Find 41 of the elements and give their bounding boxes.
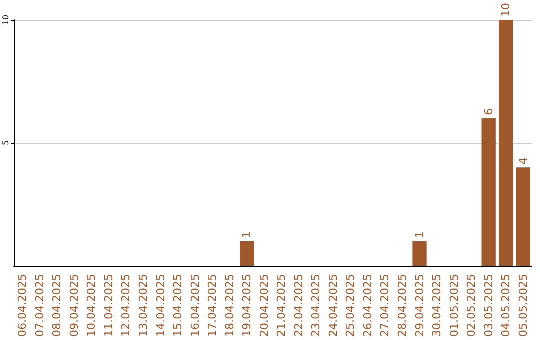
y-tick-label: 5 [2,140,10,146]
bar [412,241,427,266]
x-tick-label: 09.04.2025 [68,274,81,338]
x-tick-label: 03.05.2025 [482,274,496,338]
x-tick-label: 05.05.2025 [516,274,530,338]
x-tick-label: 29.04.2025 [413,274,426,338]
x-tick-label: 23.04.2025 [310,274,323,338]
x-tick-label: 02.05.2025 [465,274,478,338]
data-label: 1 [413,231,426,238]
x-tick-label: 06.04.2025 [16,274,30,338]
x-tick-label: 27.04.2025 [378,274,392,338]
x-tick-label: 14.04.2025 [154,274,168,338]
x-tick-label: 28.04.2025 [396,274,409,338]
bar [499,20,514,266]
data-label: 10 [500,3,513,17]
x-tick-label: 12.04.2025 [120,274,133,338]
data-label: 6 [482,108,496,116]
x-tick-label: 08.04.2025 [50,274,64,338]
data-label: 1 [240,231,254,238]
x-tick-label: 11.04.2025 [102,274,116,338]
bar [516,168,530,266]
x-tick-label: 01.05.2025 [448,274,461,338]
x-tick-label: 21.04.2025 [275,274,288,338]
x-tick-label: 15.04.2025 [172,274,185,338]
x-tick-label: 04.05.2025 [500,274,513,338]
x-tick-label: 07.04.2025 [33,274,46,338]
x-tick-label: 25.04.2025 [344,274,358,338]
x-tick-label: 30.04.2025 [430,274,444,338]
x-tick-label: 17.04.2025 [206,274,220,338]
x-tick-label: 20.04.2025 [258,274,271,338]
data-label: 4 [516,158,530,165]
x-tick-label: 19.04.2025 [240,274,254,338]
x-tick-label: 10.04.2025 [85,274,98,338]
x-tick-label: 18.04.2025 [223,274,236,338]
x-tick-label: 22.04.2025 [292,274,306,338]
x-tick-label: 24.04.2025 [326,274,340,338]
bar [240,241,254,266]
bar [482,118,496,266]
x-tick-label: 16.04.2025 [188,274,202,338]
x-tick-label: 13.04.2025 [137,274,150,338]
x-tick-label: 26.04.2025 [361,274,374,338]
